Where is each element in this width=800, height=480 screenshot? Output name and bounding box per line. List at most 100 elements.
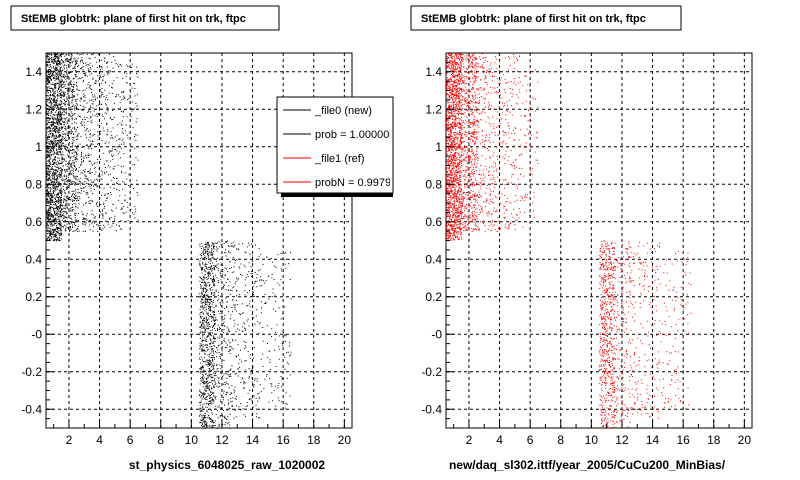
scatter-point <box>57 164 59 166</box>
scatter-point <box>60 207 62 209</box>
scatter-point <box>206 403 208 405</box>
scatter-point <box>90 179 92 181</box>
scatter-point <box>214 292 215 294</box>
scatter-point <box>52 121 54 123</box>
scatter-point <box>56 200 58 202</box>
scatter-point <box>278 307 280 309</box>
scatter-point <box>91 89 92 91</box>
scatter-point <box>47 184 49 186</box>
scatter-point <box>258 398 260 400</box>
scatter-point <box>209 251 211 253</box>
scatter-point <box>215 289 217 291</box>
scatter-point <box>289 395 291 397</box>
scatter-point <box>207 244 209 246</box>
scatter-point <box>86 75 88 77</box>
scatter-point <box>69 181 71 183</box>
scatter-point <box>260 391 262 393</box>
scatter-point <box>58 110 60 112</box>
scatter-point <box>220 244 222 246</box>
scatter-point <box>66 221 68 222</box>
left-points <box>46 53 292 429</box>
scatter-point <box>135 208 137 210</box>
scatter-point <box>249 354 251 356</box>
scatter-point <box>75 129 77 131</box>
scatter-point <box>81 67 83 68</box>
scatter-point <box>107 131 109 133</box>
scatter-point <box>60 69 61 71</box>
scatter-point <box>46 194 48 196</box>
scatter-point <box>251 381 253 383</box>
scatter-point <box>63 174 65 176</box>
scatter-point <box>77 199 79 201</box>
scatter-point <box>203 417 205 419</box>
scatter-point <box>73 60 75 62</box>
scatter-point <box>68 64 70 66</box>
scatter-point <box>47 193 49 195</box>
scatter-point <box>60 148 62 150</box>
scatter-point <box>59 122 61 124</box>
scatter-point <box>256 277 258 279</box>
scatter-point <box>70 209 72 211</box>
scatter-point <box>235 372 237 374</box>
scatter-point <box>92 164 93 166</box>
scatter-point <box>206 325 208 327</box>
scatter-point <box>260 312 262 314</box>
scatter-point <box>220 368 222 370</box>
scatter-point <box>211 376 213 378</box>
scatter-point <box>203 289 204 291</box>
scatter-point <box>87 64 89 66</box>
scatter-point <box>456 190 458 192</box>
scatter-point <box>60 183 62 185</box>
scatter-point <box>84 181 86 182</box>
scatter-point <box>215 338 217 340</box>
scatter-point <box>132 212 133 214</box>
left-cluster-4 <box>107 53 124 231</box>
scatter-point <box>52 151 54 153</box>
scatter-point <box>53 162 55 164</box>
scatter-point <box>77 66 78 67</box>
scatter-point <box>227 289 229 291</box>
scatter-point <box>67 61 69 63</box>
scatter-point <box>75 62 77 64</box>
scatter-point <box>71 90 73 91</box>
scatter-point <box>55 238 57 240</box>
scatter-point <box>67 87 69 89</box>
scatter-point <box>210 250 212 252</box>
scatter-point <box>60 203 61 205</box>
scatter-point <box>216 385 218 387</box>
scatter-point <box>199 243 201 245</box>
scatter-point <box>56 172 58 174</box>
scatter-point <box>199 368 201 370</box>
scatter-point <box>67 126 69 128</box>
scatter-point <box>63 123 65 125</box>
scatter-point <box>53 172 55 174</box>
scatter-point <box>92 193 94 195</box>
scatter-point <box>202 404 204 406</box>
scatter-point <box>67 119 69 121</box>
scatter-point <box>58 240 60 241</box>
scatter-point <box>82 110 84 112</box>
scatter-point <box>137 108 139 110</box>
scatter-point <box>220 343 222 345</box>
scatter-point <box>230 289 231 291</box>
scatter-point <box>80 123 82 124</box>
scatter-point <box>52 207 54 209</box>
scatter-point <box>207 387 209 389</box>
scatter-point <box>76 98 78 100</box>
scatter-point <box>49 206 51 208</box>
scatter-point <box>87 111 89 113</box>
scatter-point <box>55 100 57 101</box>
scatter-point <box>79 104 81 106</box>
scatter-point <box>215 330 217 332</box>
scatter-point <box>231 385 233 386</box>
scatter-point <box>53 98 55 100</box>
scatter-point <box>218 405 220 407</box>
scatter-point <box>56 117 58 119</box>
scatter-point <box>132 164 134 166</box>
scatter-point <box>57 74 59 76</box>
scatter-point <box>115 230 117 231</box>
scatter-point <box>59 134 61 136</box>
scatter-point <box>46 87 48 89</box>
scatter-point <box>68 136 69 138</box>
scatter-point <box>55 222 57 224</box>
